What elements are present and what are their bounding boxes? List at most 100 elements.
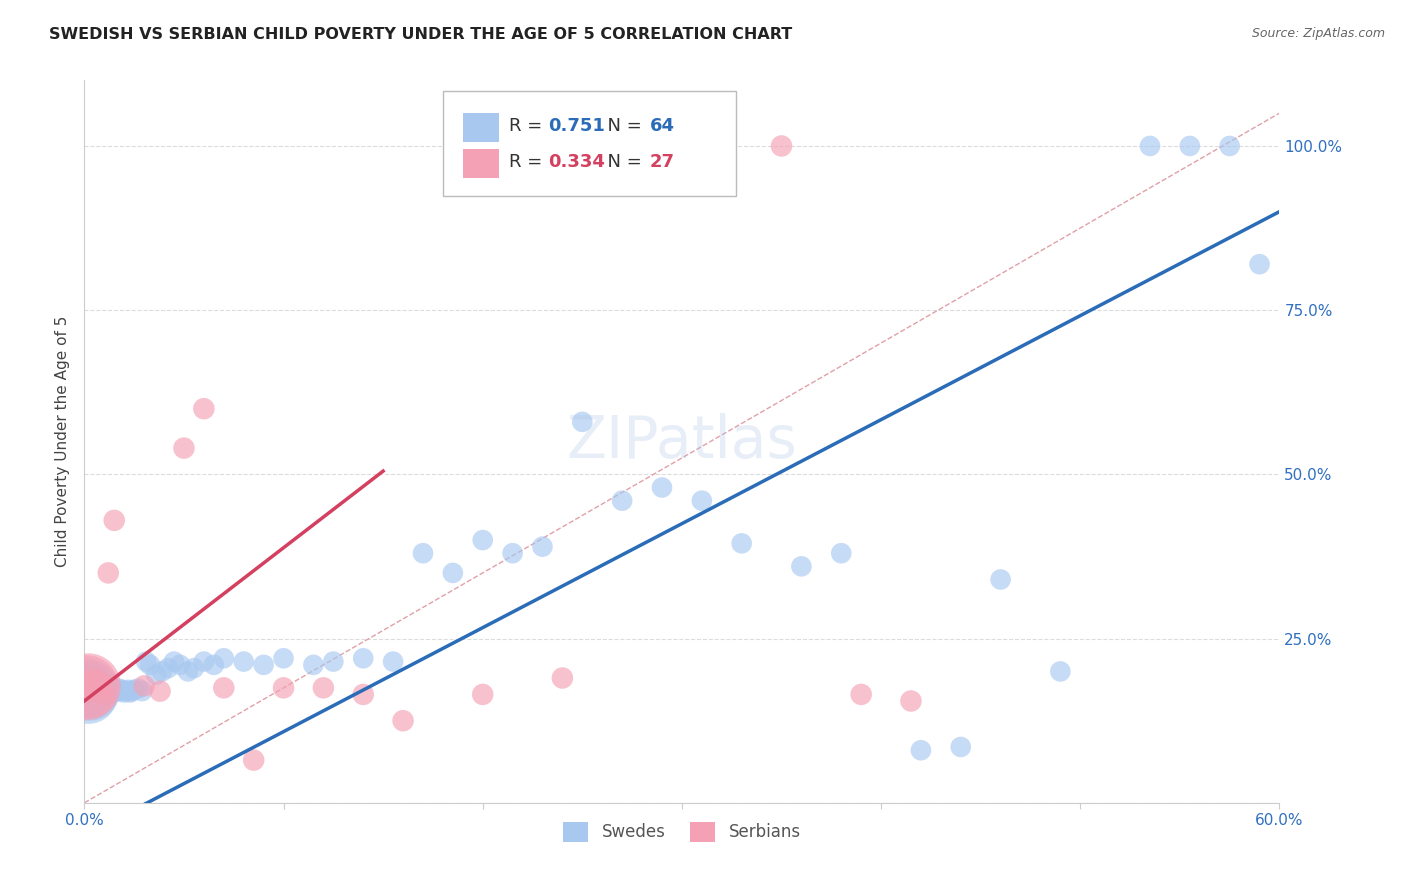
Y-axis label: Child Poverty Under the Age of 5: Child Poverty Under the Age of 5 [55, 316, 70, 567]
Point [82, 685, 104, 699]
Point [322, 655, 344, 669]
Point [103, 513, 125, 527]
Point [82, 677, 104, 691]
Point [145, 667, 167, 681]
Point [910, 743, 932, 757]
Point [111, 682, 134, 697]
Point [1219, 139, 1241, 153]
Text: N =: N = [596, 117, 647, 135]
Point [193, 401, 215, 416]
Point [273, 651, 295, 665]
Point [169, 657, 191, 672]
FancyBboxPatch shape [443, 91, 735, 196]
Point [107, 681, 129, 696]
Point [97, 685, 120, 699]
Point [103, 685, 125, 699]
Point [91, 684, 114, 698]
Point [382, 655, 405, 669]
Text: 0.751: 0.751 [548, 117, 605, 135]
Point [120, 685, 142, 699]
Point [502, 546, 524, 560]
Point [1178, 139, 1201, 153]
Text: Source: ZipAtlas.com: Source: ZipAtlas.com [1251, 27, 1385, 40]
Text: 0.334: 0.334 [548, 153, 605, 171]
Text: R =: R = [509, 117, 547, 135]
FancyBboxPatch shape [463, 149, 499, 178]
Point [690, 493, 713, 508]
Point [117, 682, 139, 697]
Point [93, 687, 115, 701]
Point [75, 681, 97, 695]
Point [110, 684, 132, 698]
Text: 27: 27 [650, 153, 675, 171]
Point [531, 540, 554, 554]
Point [731, 536, 754, 550]
Point [1139, 139, 1161, 153]
Point [87, 681, 110, 696]
Point [96, 682, 118, 697]
Point [212, 681, 235, 695]
Point [93, 684, 115, 698]
Point [79, 684, 101, 698]
Point [139, 657, 162, 672]
Point [1049, 665, 1071, 679]
Point [177, 665, 200, 679]
Point [75, 681, 97, 695]
Point [101, 684, 124, 698]
Point [91, 680, 114, 694]
Point [1249, 257, 1271, 271]
Point [83, 682, 105, 697]
Point [412, 546, 434, 560]
Point [830, 546, 852, 560]
Point [131, 684, 153, 698]
Point [135, 655, 157, 669]
Text: ZIPatlas: ZIPatlas [567, 413, 797, 470]
Point [86, 679, 108, 693]
Point [651, 481, 673, 495]
Point [193, 655, 215, 669]
Point [87, 674, 110, 689]
Point [183, 661, 205, 675]
Point [157, 661, 180, 675]
Point [242, 753, 264, 767]
Point [551, 671, 574, 685]
Point [121, 684, 143, 698]
Point [571, 415, 593, 429]
Text: R =: R = [509, 153, 547, 171]
Point [212, 651, 235, 665]
Point [302, 657, 325, 672]
Point [173, 441, 195, 455]
Point [990, 573, 1012, 587]
Point [471, 533, 494, 547]
Point [949, 739, 972, 754]
Text: SWEDISH VS SERBIAN CHILD POVERTY UNDER THE AGE OF 5 CORRELATION CHART: SWEDISH VS SERBIAN CHILD POVERTY UNDER T… [49, 27, 793, 42]
Point [790, 559, 813, 574]
Point [89, 677, 111, 691]
Point [127, 681, 149, 696]
Point [232, 655, 254, 669]
Point [352, 687, 374, 701]
Point [97, 566, 120, 580]
Point [105, 682, 128, 697]
Point [392, 714, 415, 728]
Point [312, 681, 335, 695]
Point [851, 687, 873, 701]
Point [77, 679, 100, 693]
Point [163, 655, 186, 669]
Point [150, 665, 173, 679]
Point [77, 687, 100, 701]
Point [115, 684, 138, 698]
Point [441, 566, 464, 580]
Point [86, 679, 108, 693]
Point [98, 681, 121, 696]
Point [83, 676, 105, 690]
Legend: Swedes, Serbians: Swedes, Serbians [557, 815, 807, 848]
Point [770, 139, 793, 153]
Text: N =: N = [596, 153, 647, 171]
Point [900, 694, 922, 708]
Point [253, 657, 276, 672]
Point [89, 681, 111, 695]
Point [612, 493, 634, 508]
Point [132, 679, 156, 693]
FancyBboxPatch shape [463, 112, 499, 142]
